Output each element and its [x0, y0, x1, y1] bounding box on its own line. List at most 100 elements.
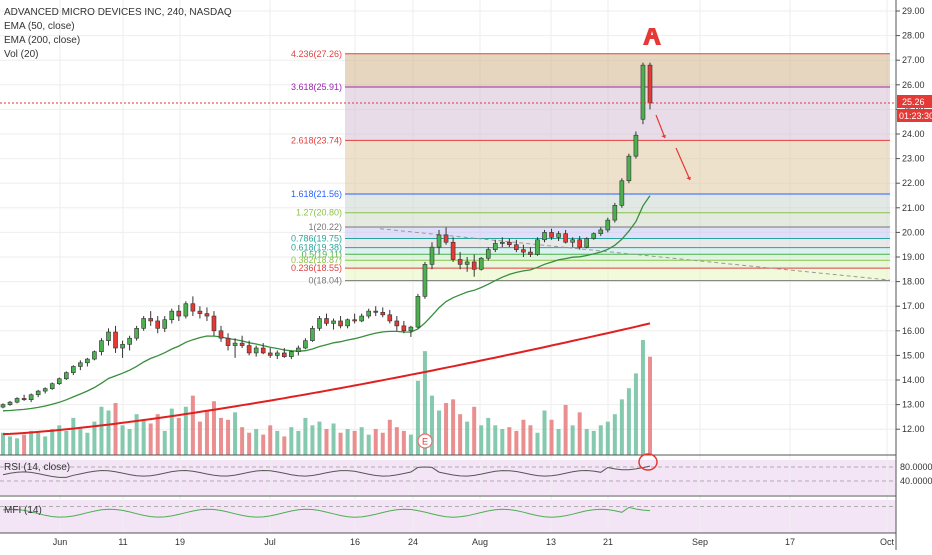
candle-body	[514, 244, 519, 250]
fib-level-label: 2.618(23.74)	[291, 135, 342, 145]
x-axis-tick: 11	[118, 537, 127, 547]
volume-bar	[226, 419, 231, 455]
annotation-arrow	[675, 147, 691, 181]
legend-symbol[interactable]: ADVANCED MICRO DEVICES INC, 240, NASDAQ	[4, 7, 232, 18]
candle-body	[28, 394, 34, 400]
candle-body	[225, 337, 231, 346]
last-price-value: 25.26	[902, 97, 925, 107]
volume-bar	[15, 438, 20, 455]
volume-bar	[127, 429, 132, 455]
candle-body	[605, 219, 611, 231]
candle-body	[85, 358, 90, 364]
candle-body	[387, 314, 393, 322]
volume-bar	[619, 399, 624, 455]
mfi-panel-label[interactable]: MFI (14)	[4, 505, 42, 516]
candle-body	[577, 239, 582, 248]
price-axis-tick: 12.00	[902, 424, 925, 434]
volume-bar	[303, 417, 308, 455]
candle-body	[457, 259, 463, 265]
legend-ema200[interactable]: EMA (200, close)	[4, 35, 81, 46]
volume-bar	[85, 432, 90, 455]
candle-body	[443, 234, 449, 243]
price-axis-tick: 26.00	[902, 80, 925, 90]
candle-body	[197, 310, 203, 314]
x-axis-tick: Jun	[53, 537, 68, 547]
rsi-panel-label[interactable]: RSI (14, close)	[4, 462, 71, 473]
volume-bar	[366, 434, 371, 455]
candle-body	[521, 249, 526, 253]
candle-body	[317, 318, 322, 329]
volume-bar	[549, 419, 554, 455]
candle-body	[556, 233, 561, 238]
fib-level-label: 4.236(27.26)	[291, 49, 342, 59]
volume-bar	[408, 434, 413, 455]
candle-body	[63, 372, 69, 380]
candle-body	[471, 261, 477, 270]
candle-body	[492, 243, 498, 250]
volume-bar	[626, 388, 631, 455]
volume-bar	[57, 425, 62, 455]
volume-bar	[99, 406, 104, 455]
volume-bar	[190, 395, 195, 455]
legend-ema50[interactable]: EMA (50, close)	[4, 21, 75, 32]
volume-bar	[268, 425, 273, 455]
x-axis-tick: 17	[785, 537, 795, 547]
volume-bar	[444, 403, 449, 455]
volume-bar	[556, 429, 561, 455]
candle-body	[113, 331, 118, 349]
volume-bar	[570, 425, 575, 455]
x-axis-tick: Oct	[880, 537, 895, 547]
volume-bar	[317, 421, 322, 455]
candle-body	[21, 398, 27, 400]
fib-zone	[345, 260, 890, 269]
candle-body	[42, 388, 48, 392]
volume-bar	[598, 425, 603, 455]
candle-body	[380, 312, 386, 316]
volume-bar	[500, 429, 505, 455]
candle-body	[401, 325, 407, 332]
volume-bar	[612, 414, 617, 455]
candle-body	[289, 351, 294, 357]
candle-body	[331, 320, 336, 324]
volume-bar	[113, 403, 118, 455]
rsi-background	[0, 460, 896, 495]
volume-bar	[345, 429, 350, 455]
candle-body	[542, 232, 547, 241]
fib-level-label: 0(18.04)	[308, 276, 342, 286]
fib-zone	[345, 53, 890, 88]
volume-bar	[605, 421, 610, 455]
volume-bar	[591, 430, 596, 455]
volume-bar	[282, 436, 287, 455]
countdown-value: 01:23:30	[899, 111, 932, 121]
candle-body	[422, 264, 428, 297]
volume-bar	[415, 380, 420, 455]
volume-bar	[219, 417, 224, 455]
candle-body	[507, 241, 512, 246]
volume-bar	[528, 425, 533, 455]
x-axis-tick: 16	[350, 537, 360, 547]
volume-bar	[472, 406, 477, 455]
fib-zone	[345, 212, 890, 227]
price-axis-tick: 17.00	[902, 301, 925, 311]
volume-bar	[233, 412, 238, 455]
volume-bar	[352, 430, 357, 455]
candle-body	[71, 366, 76, 373]
price-axis-tick: 14.00	[902, 375, 925, 385]
volume-bar	[380, 432, 385, 455]
volume-bar	[324, 429, 329, 455]
candle-body	[598, 229, 604, 234]
candle-body	[640, 64, 646, 120]
volume-bar	[584, 429, 589, 455]
candle-body	[464, 261, 470, 265]
candle-body	[267, 352, 273, 356]
fib-zone	[345, 87, 890, 141]
volume-bar	[120, 425, 125, 455]
fib-zone	[345, 140, 890, 195]
volume-bar	[247, 432, 252, 455]
legend-volume[interactable]: Vol (20)	[4, 49, 39, 60]
fib-level-label: 1(20.22)	[308, 222, 342, 232]
earnings-marker-label: E	[422, 437, 428, 447]
x-axis-tick: 13	[546, 537, 556, 547]
